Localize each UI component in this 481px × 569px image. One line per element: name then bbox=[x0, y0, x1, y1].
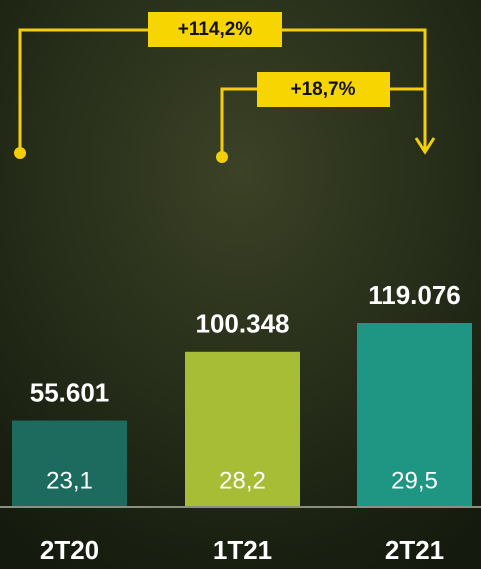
annotation: +18,7% bbox=[291, 79, 356, 100]
x-tick-label: 1T21 bbox=[213, 535, 272, 565]
annotation-box bbox=[257, 72, 390, 107]
bar bbox=[12, 420, 127, 506]
inner-label: 29,5 bbox=[391, 467, 438, 494]
inner-label: 23,1 bbox=[46, 467, 93, 494]
value-label: 55.601 bbox=[30, 377, 110, 407]
value-label: 119.076 bbox=[368, 280, 461, 310]
annotation-dot bbox=[216, 151, 228, 163]
x-tick-label: 2T20 bbox=[40, 535, 99, 565]
value-label: 100.348 bbox=[196, 309, 290, 339]
x-tick-label: 2T21 bbox=[385, 535, 444, 565]
annotation-dot bbox=[14, 147, 26, 159]
annotation-box bbox=[148, 12, 282, 47]
annotation: +114,2% bbox=[178, 19, 253, 40]
bar bbox=[185, 351, 300, 506]
bar bbox=[357, 323, 472, 506]
annotation-arrows bbox=[18, 28, 436, 156]
inner-label: 28,2 bbox=[219, 467, 266, 494]
